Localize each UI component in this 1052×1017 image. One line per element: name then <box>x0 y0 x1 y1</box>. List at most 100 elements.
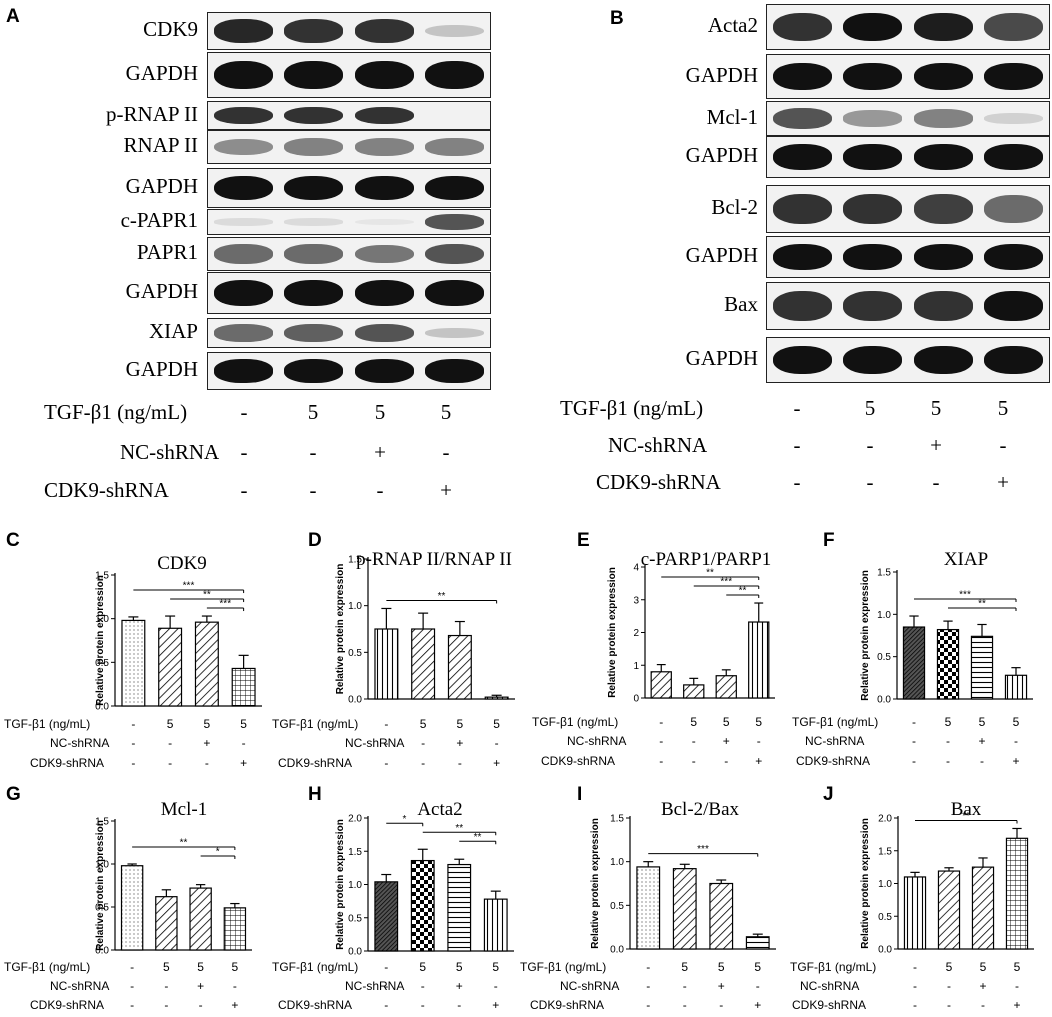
treatment-label: CDK9-shRNA <box>796 754 870 768</box>
significance-label: ** <box>706 568 714 579</box>
blot-band <box>354 218 414 226</box>
blot-band <box>425 138 485 156</box>
blot-band <box>843 144 903 170</box>
treatment-value: + <box>492 998 499 1012</box>
treatment-value: - <box>130 998 134 1012</box>
blot-band <box>284 106 344 125</box>
treatment-value: - <box>242 736 246 750</box>
blot-band <box>213 60 273 90</box>
y-tick-label: 0.5 <box>95 903 109 914</box>
treatment-label: TGF-β1 (ng/mL) <box>790 960 876 974</box>
panel-letter: I <box>577 784 582 805</box>
treatment-label: CDK9-shRNA <box>596 470 721 494</box>
blot-band <box>284 244 344 264</box>
y-tick-label: 0.0 <box>95 702 109 713</box>
blot-band <box>913 244 973 270</box>
blot-band <box>772 345 832 375</box>
treatment-value: - <box>946 734 950 748</box>
y-tick-label: 0.0 <box>877 695 891 706</box>
treatment-value: - <box>421 736 425 750</box>
bar <box>745 936 770 950</box>
significance-label: *** <box>183 581 195 592</box>
significance-label: *** <box>720 577 732 588</box>
treatment-label: NC-shRNA <box>120 440 220 464</box>
chart-title: p-RNAP II/RNAP II <box>356 549 512 570</box>
treatment-label: TGF-β1 (ng/mL) <box>532 715 618 729</box>
significance-label: ** <box>978 599 986 610</box>
y-tick-label: 1.5 <box>95 571 109 582</box>
blot-band <box>772 291 832 321</box>
blot-band <box>284 175 344 201</box>
y-tick-label: 0.5 <box>95 658 109 669</box>
y-tick-label: 1.0 <box>878 879 892 890</box>
significance-label: * <box>403 814 407 825</box>
treatment-value: - <box>233 979 237 993</box>
y-axis-label: Relative protein expression <box>95 575 106 706</box>
treatment-value: - <box>912 754 916 768</box>
treatment-label: TGF-β1 (ng/mL) <box>4 960 90 974</box>
bar <box>231 667 256 707</box>
y-tick-label: 1.0 <box>877 610 891 621</box>
blot-strip <box>207 272 491 314</box>
blot-band <box>913 109 973 128</box>
y-axis-label: Relative protein expression <box>590 818 601 949</box>
panel-letter: J <box>823 784 834 805</box>
bar <box>672 868 697 950</box>
blot-band <box>213 19 273 43</box>
treatment-value: - <box>240 400 248 424</box>
treatment-value: - <box>981 998 985 1012</box>
blot-label: CDK9 <box>143 17 198 41</box>
blot-strip <box>207 130 491 164</box>
treatment-value: - <box>866 470 874 494</box>
treatment-value: + <box>723 734 730 748</box>
treatment-value: + <box>755 754 762 768</box>
blot-label: c-PAPR1 <box>120 208 198 232</box>
treatment-value: - <box>913 979 917 993</box>
blot-band <box>354 280 414 306</box>
treatment-value: 5 <box>1014 960 1021 974</box>
treatment-label: CDK9-shRNA <box>530 998 604 1012</box>
bar <box>374 628 399 700</box>
bar <box>194 621 219 707</box>
y-tick-label: 0.0 <box>348 947 362 958</box>
blot-band <box>984 113 1044 124</box>
blot-band <box>843 194 903 224</box>
blot-band <box>354 138 414 156</box>
blot-label: PAPR1 <box>136 240 198 264</box>
y-tick-label: 0.0 <box>610 945 624 956</box>
blot-band <box>354 19 414 43</box>
treatment-value: - <box>130 960 134 974</box>
blot-band <box>213 106 273 125</box>
chart-title: CDK9 <box>157 553 207 574</box>
treatment-value: + <box>718 979 725 993</box>
bar <box>374 881 399 952</box>
blot-band <box>284 323 344 343</box>
blot-label: Bcl-2 <box>711 195 758 219</box>
treatment-value: - <box>199 998 203 1012</box>
blot-band <box>984 244 1044 270</box>
treatment-value: - <box>683 998 687 1012</box>
blot-label: Bax <box>724 292 758 316</box>
treatment-value: - <box>442 440 450 464</box>
blot-strip <box>207 52 491 98</box>
blot-band <box>213 175 273 201</box>
bar <box>121 619 146 707</box>
y-tick-label: 0.0 <box>878 945 892 956</box>
blot-band <box>913 62 973 91</box>
chart-title: XIAP <box>944 549 988 570</box>
blot-strip <box>207 237 491 271</box>
significance-label: ** <box>438 591 446 602</box>
treatment-value: 5 <box>945 715 952 729</box>
blot-band <box>772 62 832 91</box>
treatment-value: - <box>724 754 728 768</box>
panel-letter: C <box>6 530 20 551</box>
treatment-label: CDK9-shRNA <box>278 756 352 770</box>
blot-strip <box>207 12 491 50</box>
y-axis-label: Relative protein expression <box>860 818 871 949</box>
blot-band <box>984 291 1044 321</box>
y-tick-label: 0.0 <box>95 946 109 957</box>
treatment-value: - <box>646 960 650 974</box>
blot-strip <box>766 101 1050 136</box>
treatment-label: TGF-β1 (ng/mL) <box>272 960 358 974</box>
bar <box>683 684 705 699</box>
